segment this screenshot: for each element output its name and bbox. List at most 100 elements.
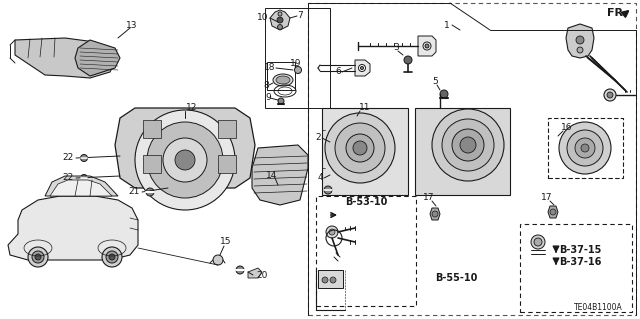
- Circle shape: [404, 56, 412, 64]
- Polygon shape: [252, 145, 308, 205]
- Circle shape: [35, 254, 41, 260]
- Circle shape: [294, 66, 301, 73]
- Bar: [143, 155, 161, 173]
- Text: 17: 17: [541, 194, 553, 203]
- Polygon shape: [75, 40, 120, 76]
- Circle shape: [106, 251, 118, 263]
- Text: 15: 15: [220, 238, 232, 247]
- Polygon shape: [548, 206, 558, 218]
- Circle shape: [440, 90, 448, 98]
- Polygon shape: [270, 10, 290, 30]
- Circle shape: [346, 134, 374, 162]
- Bar: [218, 120, 236, 138]
- Text: 20: 20: [256, 271, 268, 279]
- Polygon shape: [566, 24, 594, 58]
- Circle shape: [358, 64, 365, 71]
- Circle shape: [534, 238, 542, 246]
- Circle shape: [559, 122, 611, 174]
- Circle shape: [102, 247, 122, 267]
- Circle shape: [278, 98, 284, 104]
- Polygon shape: [50, 180, 112, 196]
- Circle shape: [147, 122, 223, 198]
- Circle shape: [607, 92, 613, 98]
- Circle shape: [432, 109, 504, 181]
- Text: 19: 19: [291, 58, 301, 68]
- Circle shape: [330, 277, 336, 283]
- Circle shape: [277, 17, 283, 23]
- Polygon shape: [322, 108, 408, 195]
- Circle shape: [577, 47, 583, 53]
- Circle shape: [452, 129, 484, 161]
- Circle shape: [236, 266, 244, 274]
- Text: 13: 13: [126, 20, 138, 29]
- Circle shape: [604, 89, 616, 101]
- Text: 14: 14: [266, 170, 278, 180]
- Bar: [265, 8, 330, 108]
- Polygon shape: [45, 176, 118, 196]
- Text: B-37-16: B-37-16: [559, 257, 601, 267]
- Polygon shape: [415, 108, 510, 195]
- Circle shape: [353, 141, 367, 155]
- Circle shape: [425, 44, 429, 48]
- Text: 18: 18: [264, 63, 275, 72]
- Text: B-55-10: B-55-10: [435, 273, 477, 283]
- Text: 22: 22: [63, 174, 74, 182]
- Text: 17: 17: [423, 194, 435, 203]
- Circle shape: [360, 66, 364, 70]
- Circle shape: [581, 144, 589, 152]
- Circle shape: [423, 42, 431, 50]
- Text: 11: 11: [359, 103, 371, 113]
- Text: 5: 5: [432, 78, 438, 86]
- Circle shape: [326, 226, 338, 238]
- Bar: [308, 3, 636, 315]
- Circle shape: [329, 229, 335, 235]
- Circle shape: [32, 251, 44, 263]
- Circle shape: [163, 138, 207, 182]
- Text: 7: 7: [297, 11, 303, 20]
- Circle shape: [531, 235, 545, 249]
- Circle shape: [278, 25, 282, 29]
- Polygon shape: [418, 36, 436, 56]
- Circle shape: [550, 209, 556, 215]
- Text: 4: 4: [317, 174, 323, 182]
- Circle shape: [576, 36, 584, 44]
- Circle shape: [324, 186, 332, 194]
- Bar: [548, 118, 623, 178]
- Text: B-53-10: B-53-10: [345, 197, 387, 207]
- Circle shape: [575, 138, 595, 158]
- Circle shape: [213, 255, 223, 265]
- Circle shape: [432, 211, 438, 217]
- Text: 2: 2: [315, 133, 321, 143]
- Text: 3: 3: [393, 43, 399, 53]
- Text: FR.: FR.: [607, 8, 627, 18]
- Circle shape: [460, 137, 476, 153]
- Circle shape: [146, 188, 154, 196]
- Text: TE04B1100A: TE04B1100A: [573, 303, 622, 313]
- Polygon shape: [355, 60, 370, 76]
- Circle shape: [322, 277, 328, 283]
- Bar: [520, 224, 632, 312]
- Polygon shape: [8, 196, 138, 260]
- Circle shape: [175, 150, 195, 170]
- Text: 22: 22: [63, 153, 74, 162]
- Circle shape: [325, 113, 395, 183]
- Circle shape: [335, 123, 385, 173]
- Circle shape: [81, 154, 88, 161]
- Text: 12: 12: [186, 103, 198, 113]
- Text: 21: 21: [129, 188, 140, 197]
- Polygon shape: [115, 108, 255, 188]
- Text: B-37-15: B-37-15: [559, 245, 601, 255]
- Bar: [143, 120, 161, 138]
- Polygon shape: [430, 208, 440, 220]
- Ellipse shape: [276, 76, 290, 84]
- Bar: [218, 155, 236, 173]
- Circle shape: [442, 119, 494, 171]
- Circle shape: [135, 110, 235, 210]
- Circle shape: [28, 247, 48, 267]
- Polygon shape: [15, 38, 115, 78]
- Text: 1: 1: [444, 20, 450, 29]
- Text: 6: 6: [335, 68, 341, 77]
- Bar: [316, 196, 416, 306]
- Bar: [267, 62, 295, 90]
- Polygon shape: [248, 268, 262, 278]
